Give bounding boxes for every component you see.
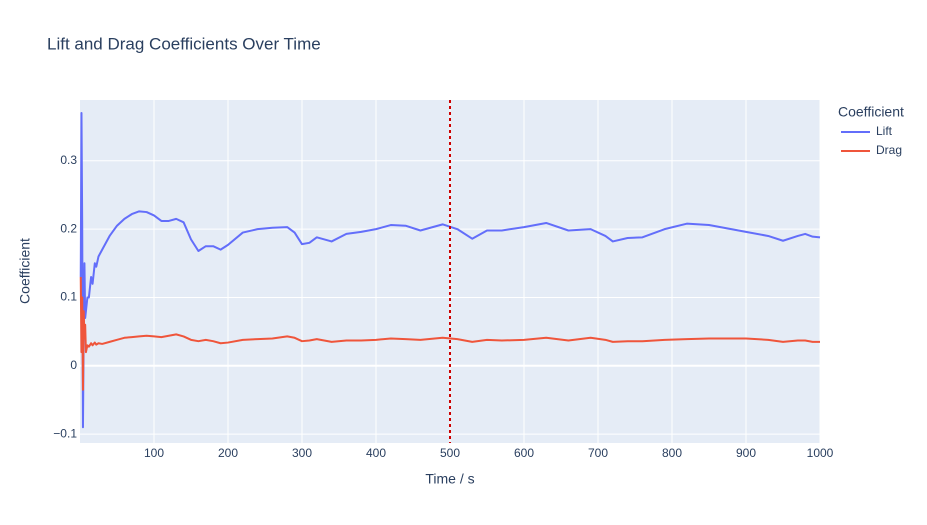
chart-title: Lift and Drag Coefficients Over Time	[47, 34, 321, 53]
legend-title: Coefficient	[838, 104, 904, 120]
y-axis-title: Coefficient	[17, 238, 33, 304]
legend-label: Drag	[876, 143, 902, 157]
x-tick-label: 200	[218, 446, 238, 460]
y-tick-label: 0.2	[60, 221, 77, 235]
x-tick-label: 1000	[807, 446, 834, 460]
y-tick-label: 0	[70, 358, 77, 372]
y-tick-label: 0.1	[60, 290, 77, 304]
x-tick-label: 300	[292, 446, 312, 460]
y-tick-label: 0.3	[60, 153, 77, 167]
legend-label: Lift	[876, 124, 893, 138]
y-tick-label: −0.1	[53, 426, 77, 440]
x-tick-label: 400	[366, 446, 386, 460]
x-tick-label: 100	[144, 446, 164, 460]
x-tick-label: 700	[588, 446, 608, 460]
x-tick-label: 800	[662, 446, 682, 460]
x-tick-label: 500	[440, 446, 460, 460]
x-tick-label: 900	[736, 446, 756, 460]
line-series	[79, 276, 820, 391]
line-series	[79, 111, 821, 429]
x-tick-label: 600	[514, 446, 534, 460]
x-axis-title: Time / s	[425, 471, 474, 487]
